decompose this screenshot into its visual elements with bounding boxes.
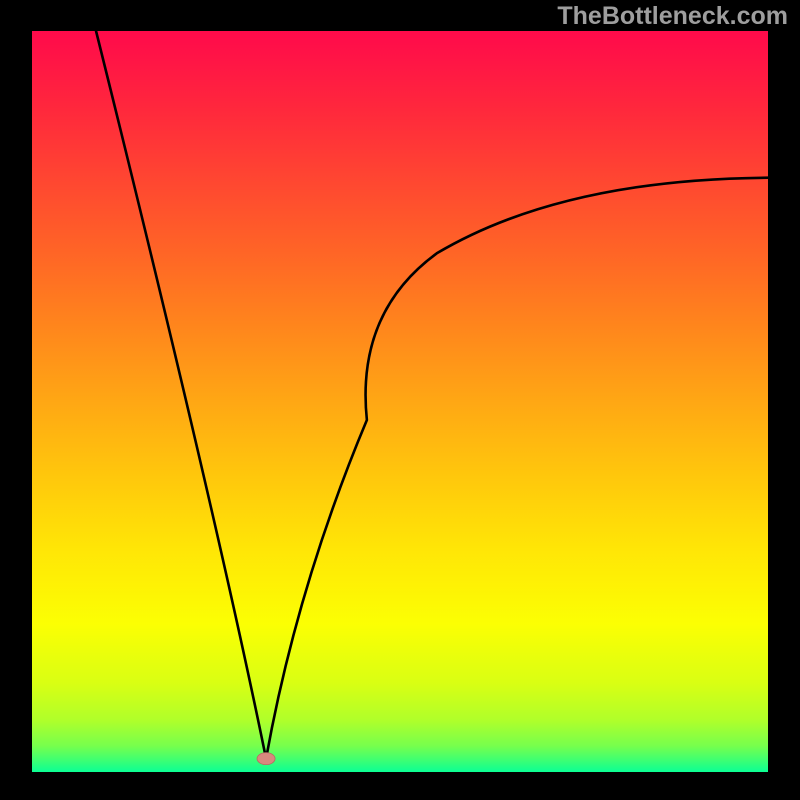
dip-marker — [257, 753, 275, 765]
plot-area — [32, 31, 768, 772]
watermark-text: TheBottleneck.com — [557, 2, 788, 30]
bottleneck-chart: TheBottleneck.com — [0, 0, 800, 800]
